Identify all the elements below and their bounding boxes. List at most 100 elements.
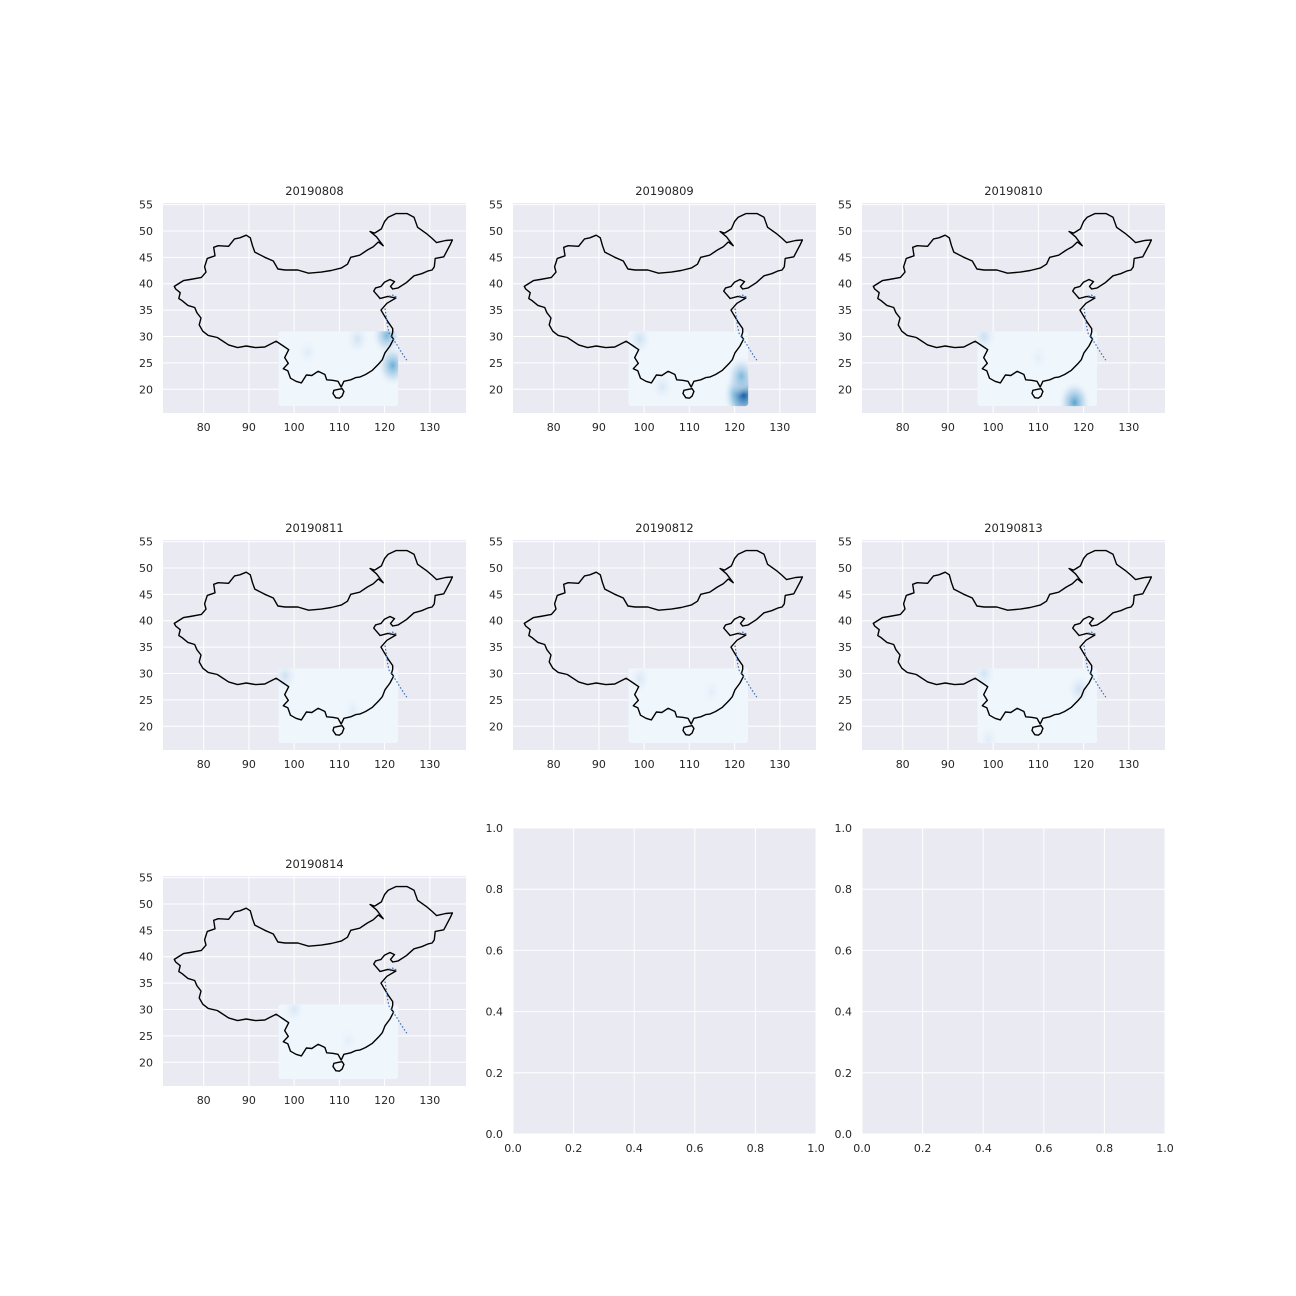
- y-tick-label: 25: [489, 357, 503, 370]
- x-tick-label: 90: [242, 758, 256, 771]
- gridlines: [862, 203, 1165, 413]
- y-tick-label: 0.6: [486, 944, 504, 957]
- y-tick-label: 55: [838, 536, 852, 549]
- x-tick-label: 0.4: [625, 1142, 643, 1155]
- y-tick-label: 0.2: [486, 1067, 504, 1080]
- y-tick-label: 45: [139, 924, 153, 937]
- panel-3: 80 90 100 110 120 130 20 25 30 35 40 45 50 55 20190810: [838, 184, 1165, 434]
- y-tick-label: 20: [838, 720, 852, 733]
- x-tick-label: 80: [547, 758, 561, 771]
- field-hotspot: [977, 331, 997, 353]
- x-tick-label: 1.0: [807, 1142, 825, 1155]
- y-tick-label: 50: [838, 562, 852, 575]
- y-tick-label: 50: [139, 225, 153, 238]
- panel-7: 80 90 100 110 120 130 20 25 30 35 40 45 50 55 20190814: [139, 857, 466, 1107]
- china-outline: [523, 549, 804, 725]
- y-tick-label: 0.8: [835, 883, 853, 896]
- y-tick-label: 30: [489, 330, 503, 343]
- panel-9: 0.0 0.2 0.4 0.6 0.8 1.0 0.0 0.2 0.4 0.6 0.8 1.0: [835, 822, 1174, 1155]
- x-tick-label: 120: [724, 421, 745, 434]
- panel-4: 80 90 100 110 120 130 20 25 30 35 40 45 50 55 20190811: [139, 521, 466, 771]
- y-tick-label: 55: [139, 536, 153, 549]
- china-outline: [523, 212, 804, 388]
- y-tick-label: 55: [139, 872, 153, 885]
- y-tick-label: 50: [838, 225, 852, 238]
- x-tick-label: 0.8: [1096, 1142, 1114, 1155]
- x-tick-label: 110: [329, 1094, 350, 1107]
- y-tick-label: 40: [139, 278, 153, 291]
- field-hotspot: [701, 678, 723, 706]
- y-tick-label: 0.4: [835, 1006, 853, 1019]
- x-tick-label: 80: [547, 421, 561, 434]
- field-hotspot: [338, 1027, 359, 1055]
- y-tick-label: 30: [139, 1003, 153, 1016]
- y-tick-label: 0.0: [835, 1128, 853, 1141]
- y-tick-label: 30: [139, 330, 153, 343]
- x-tick-label: 100: [284, 421, 305, 434]
- x-tick-label: 0.6: [686, 1142, 704, 1155]
- hainan-outline: [332, 1060, 345, 1072]
- field-hotspot: [1067, 673, 1091, 705]
- dotted-sea-boundary: [1083, 645, 1107, 698]
- y-tick-label: 45: [139, 588, 153, 601]
- x-tick-label: 130: [769, 758, 790, 771]
- x-tick-label: 0.2: [565, 1142, 583, 1155]
- x-tick-label: 80: [896, 421, 910, 434]
- y-tick-label: 1.0: [486, 822, 504, 835]
- x-tick-label: 120: [374, 1094, 395, 1107]
- x-tick-label: 120: [1073, 421, 1094, 434]
- y-tick-label: 55: [489, 536, 503, 549]
- hainan-outline: [682, 387, 695, 399]
- china-outline: [872, 212, 1153, 388]
- field-hotspot: [1058, 380, 1091, 407]
- y-tick-label: 45: [838, 251, 852, 264]
- y-tick-label: 0.8: [486, 883, 504, 896]
- field-hotspot: [342, 696, 364, 725]
- x-tick-label: 130: [1118, 421, 1139, 434]
- y-tick-label: 30: [139, 667, 153, 680]
- panel-6: 80 90 100 110 120 130 20 25 30 35 40 45 50 55 20190813: [838, 521, 1165, 771]
- panel-2: 80 90 100 110 120 130 20 25 30 35 40 45 50 55 20190809: [489, 184, 816, 434]
- y-tick-label: 1.0: [835, 822, 853, 835]
- y-tick-label: 30: [838, 330, 852, 343]
- x-tick-label: 110: [1028, 758, 1049, 771]
- concentration-field: [278, 668, 399, 744]
- y-tick-label: 25: [139, 357, 153, 370]
- x-tick-label: 80: [896, 758, 910, 771]
- hainan-outline: [332, 387, 345, 399]
- panel-title: 20190809: [635, 184, 694, 198]
- x-tick-label: 80: [197, 1094, 211, 1107]
- y-tick-label: 40: [489, 278, 503, 291]
- axes-face: [513, 828, 816, 1134]
- y-tick-label: 0.4: [486, 1006, 504, 1019]
- x-tick-label: 110: [329, 758, 350, 771]
- panel-title: 20190813: [984, 521, 1043, 535]
- y-tick-label: 20: [489, 383, 503, 396]
- x-tick-label: 130: [419, 421, 440, 434]
- x-tick-label: 120: [1073, 758, 1094, 771]
- x-tick-label: 80: [197, 421, 211, 434]
- y-tick-label: 25: [139, 1030, 153, 1043]
- y-tick-label: 20: [139, 1056, 153, 1069]
- x-tick-label: 130: [419, 758, 440, 771]
- y-tick-label: 55: [838, 199, 852, 212]
- y-tick-label: 25: [139, 694, 153, 707]
- hainan-outline: [1031, 387, 1044, 399]
- x-tick-label: 130: [1118, 758, 1139, 771]
- panel-title: 20190810: [984, 184, 1043, 198]
- axes-face: [862, 828, 1165, 1134]
- field-hotspot: [346, 331, 369, 355]
- y-tick-label: 25: [838, 357, 852, 370]
- y-tick-label: 20: [489, 720, 503, 733]
- concentration-field: [278, 1004, 399, 1080]
- y-tick-label: 25: [838, 694, 852, 707]
- y-tick-label: 0.0: [486, 1128, 504, 1141]
- x-tick-label: 80: [197, 758, 211, 771]
- panel-1: 80 90 100 110 120 130 20 25 30 35 40 45 50 55 20190808: [139, 184, 466, 434]
- x-tick-label: 90: [592, 421, 606, 434]
- x-tick-label: 100: [284, 758, 305, 771]
- y-tick-label: 45: [489, 588, 503, 601]
- x-tick-label: 0.6: [1035, 1142, 1053, 1155]
- y-tick-label: 30: [838, 667, 852, 680]
- china-outline: [173, 885, 454, 1061]
